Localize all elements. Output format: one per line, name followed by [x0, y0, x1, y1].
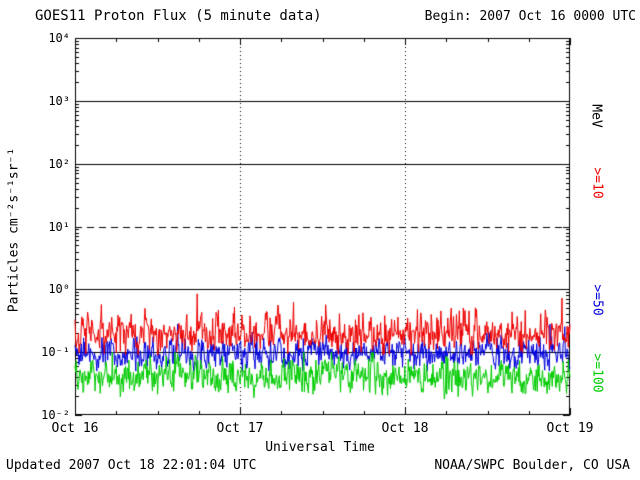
x-tick-label: Oct 17 [216, 421, 264, 436]
x-tick-label: Oct 19 [546, 421, 594, 436]
y-tick-label: 10⁻¹ [41, 345, 70, 360]
begin-timestamp: Begin: 2007 Oct 16 0000 UTC [424, 9, 636, 24]
y-tick-label: 10² [48, 156, 70, 171]
x-tick-label: Oct 18 [381, 421, 429, 436]
x-tick-label: Oct 16 [51, 421, 99, 436]
y-tick-label: 10⁴ [48, 31, 70, 45]
x-axis-title: Universal Time [265, 440, 375, 455]
y-tick-label: 10⁰ [48, 282, 70, 297]
y-tick-label: 10¹ [48, 219, 70, 234]
right-series-label-100: >=100 [589, 353, 605, 393]
chart-title: GOES11 Proton Flux (5 minute data) [35, 8, 322, 24]
y-tick-label: 10³ [48, 93, 70, 108]
updated-timestamp: Updated 2007 Oct 18 22:01:04 UTC [6, 458, 257, 473]
right-series-label-10: >=10 [589, 167, 605, 199]
y-tick-label: 10⁻² [41, 408, 70, 422]
right-axis-unit-label: MeV [588, 104, 604, 128]
right-series-label-50: >=50 [589, 284, 605, 316]
source-credit: NOAA/SWPC Boulder, CO USA [434, 458, 630, 473]
